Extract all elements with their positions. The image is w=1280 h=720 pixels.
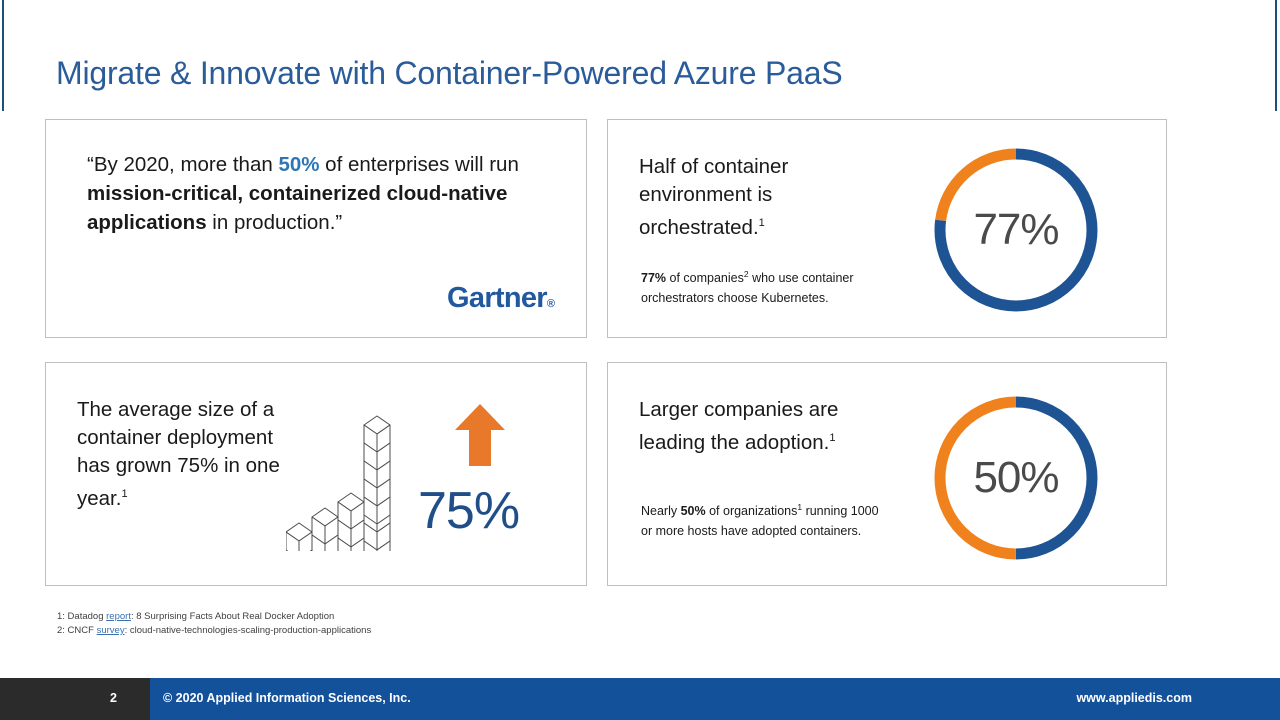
page-title: Migrate & Innovate with Container-Powere… <box>56 55 843 91</box>
arrow-up-icon <box>453 402 507 473</box>
donut-chart-50: 50% <box>926 388 1106 568</box>
footnote-1-link[interactable]: report <box>106 611 131 622</box>
orchestration-heading-text: Half of container environment is orchest… <box>639 155 789 239</box>
growth-heading: The average size of a container deployme… <box>77 396 307 513</box>
adoption-heading: Larger companies are leading the adoptio… <box>639 396 889 457</box>
donut-50-svg <box>934 396 1098 560</box>
footnote-ref: 1 <box>121 488 128 500</box>
quote-bold: mission-critical, containerized cloud-na… <box>87 182 508 234</box>
right-accent-rule <box>1275 0 1277 111</box>
quote-highlight: 50% <box>278 153 320 176</box>
quote-panel: “By 2020, more than 50% of enterprises w… <box>45 119 587 338</box>
donut-77-svg <box>934 148 1098 312</box>
adoption-sub-c: running 1000 or more hosts have adopted … <box>641 504 879 538</box>
footer-dark-block <box>0 678 150 720</box>
isometric-cube-staircase-icon <box>285 391 416 569</box>
left-accent-rule <box>2 0 4 111</box>
adoption-sub-b: of organizations <box>705 504 798 519</box>
gartner-wordmark: Gartner <box>447 282 548 314</box>
adoption-heading-text: Larger companies are leading the adoptio… <box>639 398 839 454</box>
cube-staircase-svg <box>285 415 391 569</box>
footnote-2: 2: CNCF survey: cloud-native-technologie… <box>57 624 371 638</box>
company-url: www.appliedis.com <box>1076 691 1192 705</box>
quote-mid: of enterprises will run <box>319 153 519 176</box>
donut-chart-77: 77% <box>926 140 1106 320</box>
quote-end: in production.” <box>206 211 343 234</box>
footnote-2-link[interactable]: survey <box>96 625 125 636</box>
footnote-ref: 2 <box>743 269 749 279</box>
registered-mark-icon: ® <box>546 298 555 310</box>
adoption-subtext: Nearly 50% of organizations1 running 100… <box>641 498 893 541</box>
quote-open: “By 2020, more than <box>87 153 279 176</box>
gartner-logo: Gartner® <box>447 282 555 315</box>
footnotes: 1: Datadog report: 8 Surprising Facts Ab… <box>57 610 371 638</box>
donut-77-center-label: 77% <box>973 205 1059 254</box>
orchestration-panel: Half of container environment is orchest… <box>607 119 1167 338</box>
gartner-quote-text: “By 2020, more than 50% of enterprises w… <box>87 150 537 237</box>
orchestration-sub-bold: 77% <box>641 271 667 286</box>
footnote-ref: 1 <box>758 217 765 229</box>
donut-50-center-label: 50% <box>973 453 1059 502</box>
adoption-sub-bold: 50% <box>680 504 706 519</box>
slide-number: 2 <box>110 691 117 705</box>
footnote-2-prefix: 2: CNCF <box>57 625 97 636</box>
orchestration-sub-a: of companies <box>666 271 744 286</box>
footnote-1-suffix: : 8 Surprising Facts About Real Docker A… <box>130 611 335 622</box>
orchestration-sub-b: who use container orchestrators choose K… <box>641 271 854 305</box>
footnote-ref: 1 <box>829 432 836 444</box>
growth-percent-label: 75% <box>418 482 520 540</box>
adoption-sub-a: Nearly <box>641 504 681 519</box>
footnote-2-suffix: : cloud-native-technologies-scaling-prod… <box>124 625 372 636</box>
adoption-panel: Larger companies are leading the adoptio… <box>607 362 1167 586</box>
slide-footer: 2 © 2020 Applied Information Sciences, I… <box>0 678 1280 720</box>
footnote-ref: 1 <box>797 502 803 512</box>
orchestration-subtext: 77% of companies2 who use container orch… <box>641 265 893 308</box>
footnote-1-prefix: 1: Datadog <box>57 611 107 622</box>
footnote-1: 1: Datadog report: 8 Surprising Facts Ab… <box>57 610 371 624</box>
orchestration-heading: Half of container environment is orchest… <box>639 153 889 242</box>
copyright-text: © 2020 Applied Information Sciences, Inc… <box>163 691 411 705</box>
arrow-up-svg <box>455 404 505 466</box>
growth-panel: The average size of a container deployme… <box>45 362 587 586</box>
growth-heading-text: The average size of a container deployme… <box>77 398 280 510</box>
